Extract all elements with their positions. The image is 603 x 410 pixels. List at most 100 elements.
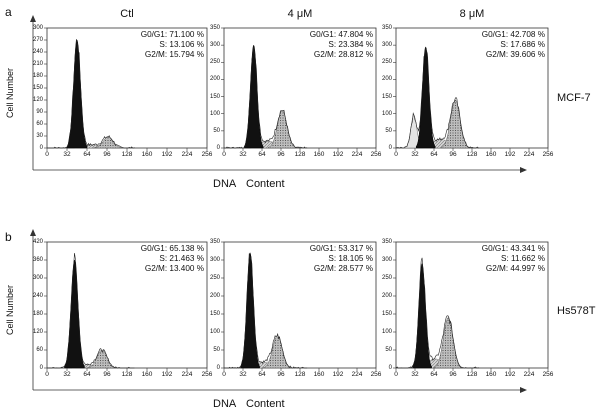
phase-stat-s: S: 17.686 % [500, 40, 545, 49]
raw-histogram-line [395, 48, 480, 149]
g2m-peak [267, 110, 297, 149]
cell-line-label: Hs578T [557, 305, 596, 317]
y-tick-label: 0 [216, 145, 220, 151]
phase-stats: G0/G1: 42.708 % S: 17.686 % G2/M: 39.606 % [482, 30, 545, 60]
y-tick-label: 150 [381, 311, 392, 317]
x-tick-label: 256 [542, 371, 554, 378]
y-tick-label: 240 [32, 293, 43, 299]
x-tick-label: 32 [63, 371, 71, 378]
y-tick-label: 300 [209, 42, 220, 49]
x-tick-label: 160 [141, 371, 153, 378]
x-tick-label: 96 [277, 151, 285, 158]
histogram-b-0 [44, 241, 208, 371]
y-tick-label: 300 [32, 25, 43, 31]
y-tick-label: 420 [32, 239, 43, 245]
y-tick-label: 100 [209, 110, 220, 117]
x-tick-label: 32 [63, 151, 71, 158]
phase-stat-s: S: 18.105 % [328, 254, 373, 263]
y-tick-label: 200 [209, 293, 220, 299]
y-tick-label: 50 [213, 127, 220, 134]
x-tick-label: 160 [313, 151, 325, 158]
y-tick-label: 60 [36, 347, 43, 353]
phase-stat-g2m: G2/M: 28.577 % [313, 264, 373, 273]
x-tick-label: 0 [45, 371, 49, 378]
x-tick-label: 160 [485, 151, 497, 158]
histogram-a-2 [393, 27, 549, 151]
y-tick-label: 240 [32, 49, 43, 55]
raw-histogram-line [47, 39, 135, 149]
figure-canvas [30, 15, 549, 393]
x-tick-label: 224 [351, 371, 363, 378]
y-tick-label: 0 [39, 145, 43, 151]
y-tick-label: 250 [209, 275, 220, 281]
x-tick-label: 128 [121, 151, 133, 158]
x-tick-label: 256 [542, 151, 554, 158]
panel-letter: a [5, 5, 12, 19]
x-tick-label: 0 [45, 151, 49, 158]
x-tick-label: 224 [523, 371, 535, 378]
phase-stat-g2m: G2/M: 28.812 % [313, 50, 373, 59]
x-axis-arrow-icon [520, 167, 527, 173]
y-tick-label: 0 [388, 365, 392, 371]
x-tick-label: 192 [332, 371, 344, 378]
y-tick-label: 150 [32, 85, 43, 91]
condition-label-1: 4 μM [287, 8, 313, 20]
x-tick-label: 96 [449, 371, 457, 378]
x-tick-label: 96 [103, 371, 111, 378]
g2m-peak [440, 99, 470, 149]
cell-line-label: MCF-7 [557, 92, 591, 104]
y-tick-label: 350 [209, 25, 220, 31]
raw-histogram-line [47, 252, 135, 369]
phase-stat-s: S: 13.106 % [159, 40, 204, 49]
phase-stats: G0/G1: 71.100 % S: 13.106 % G2/M: 15.794 % [141, 30, 204, 60]
histogram-a-1 [221, 27, 377, 151]
x-tick-label: 96 [103, 151, 111, 158]
y-tick-label: 150 [381, 93, 392, 100]
phase-stat-g0g1: G0/G1: 65.138 % [140, 244, 204, 253]
raw-histogram-line [224, 47, 308, 149]
phase-stat-g0g1: G0/G1: 43.341 % [481, 244, 545, 253]
y-tick-label: 270 [32, 37, 43, 43]
y-tick-label: 200 [209, 76, 220, 83]
g0g1-peak [415, 46, 436, 149]
x-tick-label: 64 [430, 371, 438, 378]
phase-stat-s: S: 21.463 % [159, 254, 204, 263]
y-tick-label: 0 [39, 365, 43, 371]
y-tick-label: 100 [381, 110, 392, 117]
y-tick-label: 210 [32, 61, 43, 67]
x-tick-label: 64 [83, 371, 91, 378]
y-tick-label: 300 [381, 257, 392, 263]
x-tick-label: 224 [181, 371, 193, 378]
y-tick-label: 250 [381, 59, 392, 66]
y-tick-label: 0 [388, 145, 392, 151]
y-tick-label: 100 [381, 329, 392, 335]
phase-stat-g2m: G2/M: 15.794 % [144, 50, 204, 59]
x-tick-label: 192 [504, 371, 516, 378]
y-tick-label: 180 [32, 311, 43, 317]
x-tick-label: 0 [222, 151, 226, 158]
y-tick-label: 30 [36, 133, 43, 139]
raw-histogram-line [395, 257, 480, 369]
x-tick-label: 160 [313, 371, 325, 378]
y-tick-label: 150 [209, 311, 220, 317]
x-tick-label: 96 [277, 371, 285, 378]
y-tick-label: 250 [381, 275, 392, 281]
x-tick-label: 64 [430, 151, 438, 158]
y-tick-label: 50 [385, 347, 392, 353]
phase-stats: G0/G1: 53.317 % S: 18.105 % G2/M: 28.577 % [310, 244, 373, 274]
x-tick-label: 160 [485, 371, 497, 378]
y-tick-label: 200 [381, 76, 392, 83]
condition-label-0: Ctl [120, 8, 134, 20]
y-tick-label: 300 [32, 275, 43, 281]
y-tick-label: 120 [32, 97, 43, 103]
x-tick-label: 32 [411, 151, 419, 158]
x-tick-label: 256 [201, 371, 213, 378]
y-tick-label: 90 [36, 109, 43, 115]
x-tick-label: 224 [351, 151, 363, 158]
y-tick-label: 150 [209, 93, 220, 100]
x-tick-label: 128 [466, 371, 478, 378]
y-tick-label: 350 [381, 239, 392, 245]
phase-stats: G0/G1: 43.341 % S: 11.662 % G2/M: 44.997 % [482, 244, 545, 274]
x-axis-label-content: Content [246, 178, 285, 190]
phase-stat-g2m: G2/M: 39.606 % [485, 50, 545, 59]
